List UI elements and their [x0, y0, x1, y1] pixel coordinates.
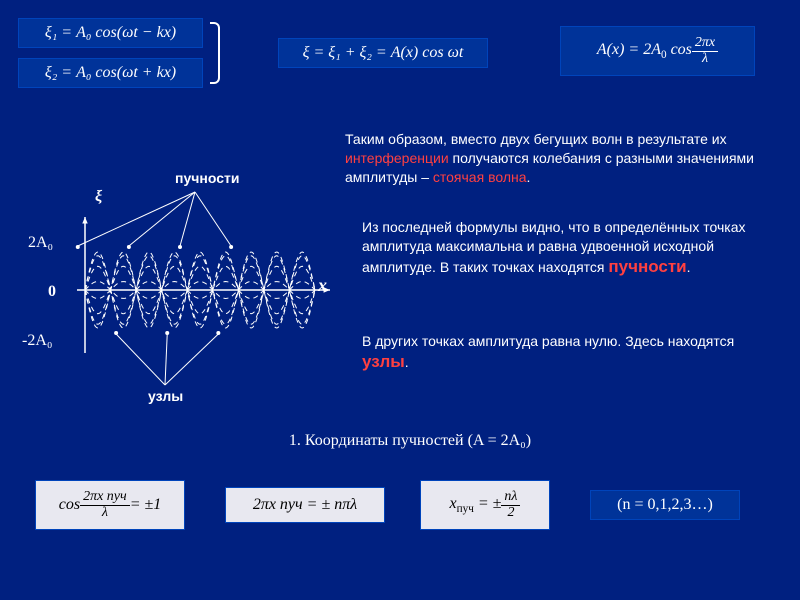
fxp-num: nλ: [501, 490, 520, 506]
formula-xi2: ξ₂ = A₀ cos(ωt + kx): [18, 58, 203, 88]
fxp-den: 2: [504, 506, 517, 521]
y-zero-label: 0: [48, 283, 56, 301]
p2-highlight-antinodes: пучности: [608, 257, 686, 276]
y-top-label: 2A₀: [28, 234, 53, 252]
p1-highlight-interference: интерференции: [345, 150, 449, 166]
p3-part-c: .: [405, 354, 409, 370]
p3-highlight-nodes: узлы: [362, 352, 405, 371]
p3-part-a: В других точках амплитуда равна нулю. Зд…: [362, 333, 734, 349]
fcos-num: 2πx пуч: [80, 490, 130, 506]
y-bottom-label: -2A₀: [22, 332, 52, 350]
paragraph-2: Из последней формулы видно, что в опреде…: [362, 218, 762, 279]
section-title: 1. Координаты пучностей (A = 2A₀): [200, 432, 620, 450]
formula-xi-sum: ξ = ξ₁ + ξ₂ = A(x) cos ωt: [278, 38, 488, 68]
x-axis-label: x: [318, 275, 327, 296]
formula-xpuch: xпуч = ± nλ2: [420, 480, 550, 530]
p1-part-a: Таким образом, вместо двух бегущих волн …: [345, 131, 727, 147]
paragraph-3: В других точках амплитуда равна нулю. Зд…: [362, 332, 762, 374]
p1-part-e: .: [527, 169, 531, 185]
formula-xi1: ξ₁ = A₀ cos(ωt − kx): [18, 18, 203, 48]
p1-highlight-standing-wave: стоячая волна: [433, 169, 527, 185]
Ax-numerator: 2πx: [692, 36, 718, 52]
formula-cos: cos 2πx пучλ = ±1: [35, 480, 185, 530]
fcos-den: λ: [99, 506, 111, 521]
paragraph-1: Таким образом, вместо двух бегущих волн …: [345, 130, 765, 187]
formula-n: (n = 0,1,2,3…): [590, 490, 740, 520]
standing-wave-diagram: [20, 180, 330, 400]
y-axis-label: ξ: [95, 188, 102, 206]
formula-Ax: A(x) = 2A0 cos 2πxλ: [560, 26, 755, 76]
Ax-denominator: λ: [699, 52, 711, 67]
p2-part-c: .: [687, 259, 691, 275]
bracket-icon: [210, 22, 220, 84]
formula-2pix: 2πx пуч = ± nπλ: [225, 487, 385, 523]
